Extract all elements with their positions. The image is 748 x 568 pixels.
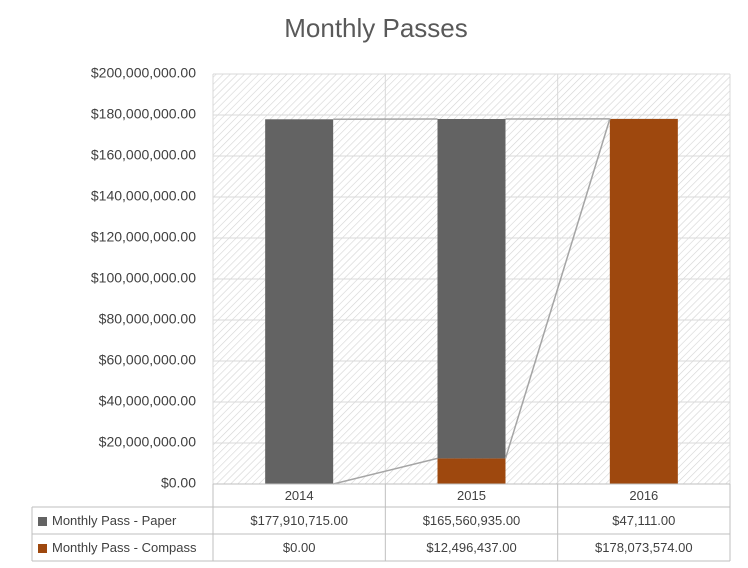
x-tick-label: 2015 (457, 488, 486, 503)
y-tick-label: $180,000,000.00 (91, 106, 196, 122)
legend-label: Monthly Pass - Compass (52, 540, 197, 555)
y-tick-label: $100,000,000.00 (91, 270, 196, 286)
series-line (504, 118, 611, 459)
x-tick-label: 2014 (285, 488, 314, 503)
y-tick-label: $160,000,000.00 (91, 147, 196, 163)
x-tick-label: 2016 (629, 488, 658, 503)
table-value: $0.00 (283, 540, 316, 555)
y-tick-label: $0.00 (161, 475, 196, 491)
bar (265, 119, 334, 485)
y-tick-label: $20,000,000.00 (99, 434, 197, 450)
legend-label: Monthly Pass - Paper (52, 513, 177, 528)
bar (609, 118, 678, 485)
series-line (332, 457, 438, 485)
table-value: $165,560,935.00 (423, 513, 521, 528)
y-tick-label: $80,000,000.00 (99, 311, 197, 327)
table-value: $177,910,715.00 (250, 513, 348, 528)
table-value: $178,073,574.00 (595, 540, 693, 555)
y-tick-label: $60,000,000.00 (99, 352, 197, 368)
legend-key (38, 544, 47, 553)
table-value: $12,496,437.00 (426, 540, 516, 555)
y-tick-label: $120,000,000.00 (91, 229, 196, 245)
chart-title: Monthly Passes (284, 13, 468, 43)
bar (437, 458, 506, 484)
y-tick-label: $40,000,000.00 (99, 393, 197, 409)
table-value: $47,111.00 (612, 513, 675, 528)
y-tick-label: $200,000,000.00 (91, 65, 196, 81)
y-tick-label: $140,000,000.00 (91, 188, 196, 204)
bar (437, 118, 506, 459)
legend-key (38, 517, 47, 526)
